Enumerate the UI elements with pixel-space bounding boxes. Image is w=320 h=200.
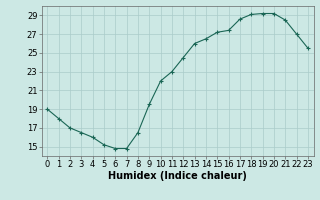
- X-axis label: Humidex (Indice chaleur): Humidex (Indice chaleur): [108, 171, 247, 181]
